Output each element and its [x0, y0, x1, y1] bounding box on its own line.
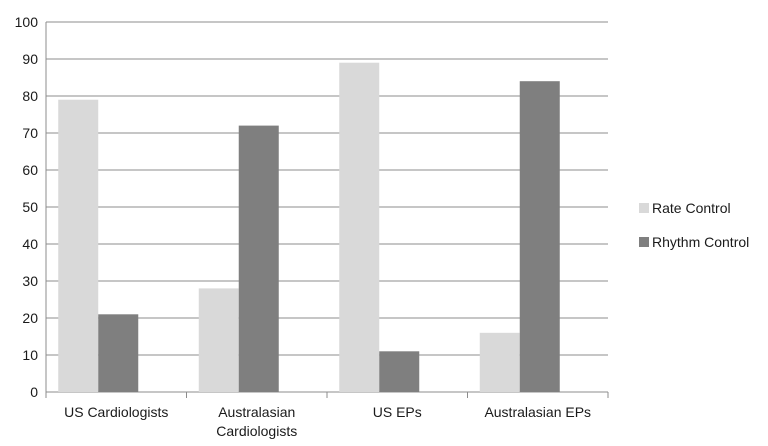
- x-tick-label: US EPs: [373, 404, 422, 420]
- y-tick-label: 60: [22, 162, 38, 178]
- bar-rhythm-control: [379, 351, 420, 392]
- x-tick-label: Australasian EPs: [484, 404, 591, 420]
- bar-rate-control: [198, 288, 239, 392]
- y-tick-label: 80: [22, 88, 38, 104]
- y-tick-label: 30: [22, 273, 38, 289]
- x-tick-label: US Cardiologists: [64, 404, 168, 420]
- y-tick-label: 20: [22, 310, 38, 326]
- y-tick-label: 10: [22, 347, 38, 363]
- bar-rate-control: [479, 332, 520, 392]
- y-tick-label: 70: [22, 125, 38, 141]
- legend-label: Rate Control: [652, 200, 731, 216]
- bar-rhythm-control: [98, 314, 139, 392]
- x-tick-label: Cardiologists: [216, 423, 297, 439]
- legend-swatch: [639, 237, 649, 247]
- bar-rhythm-control: [519, 81, 560, 392]
- y-tick-label: 50: [22, 199, 38, 215]
- bar-rate-control: [58, 99, 99, 392]
- legend-swatch: [639, 203, 649, 213]
- y-tick-label: 100: [15, 14, 39, 30]
- y-tick-label: 0: [30, 384, 38, 400]
- y-tick-label: 40: [22, 236, 38, 252]
- x-tick-label: Australasian: [218, 404, 295, 420]
- legend-label: Rhythm Control: [652, 234, 749, 250]
- bar-rhythm-control: [238, 125, 279, 392]
- y-tick-label: 90: [22, 51, 38, 67]
- bar-rate-control: [339, 62, 380, 392]
